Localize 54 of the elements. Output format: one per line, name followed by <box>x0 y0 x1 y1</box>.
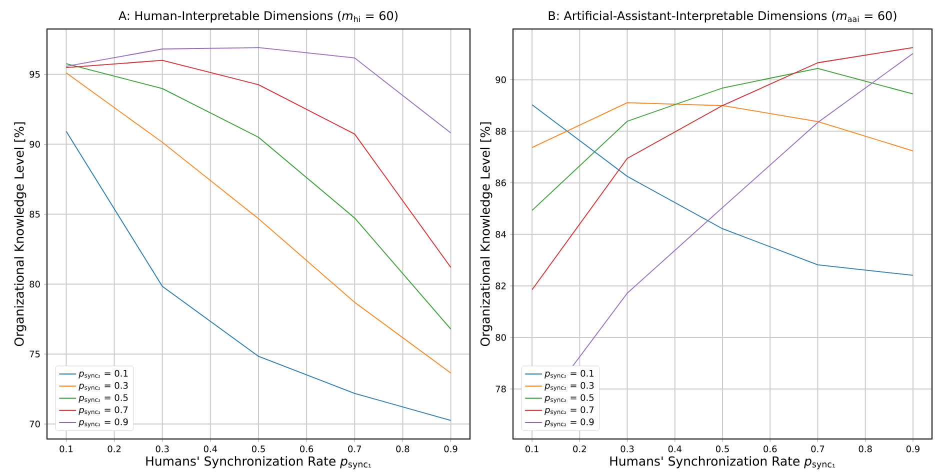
x-tick-label: 0.6 <box>300 446 314 452</box>
y-tick-label: 84 <box>496 230 506 238</box>
x-tick-label: 0.2 <box>108 446 121 452</box>
legend-label: p$_{sync₂}$ = 0.9 <box>78 418 128 428</box>
legend-label: p$_{sync₂}$ = 0.3 <box>78 382 128 391</box>
x-axis-title: Humans' Synchronization Rate p$_{sync₁}$ <box>610 456 835 470</box>
legend-label: p$_{sync₂}$ = 0.9 <box>544 418 594 428</box>
chart-title: B: Artificial-Assistant-Interpretable Dimensions (m$_{aai}$ = 60) <box>548 10 896 22</box>
legend-label: p$_{sync₂}$ = 0.5 <box>78 394 128 404</box>
x-tick-label: 0.6 <box>764 446 777 452</box>
legend-label: p$_{sync₂}$ = 0.7 <box>544 406 594 416</box>
line-series <box>532 68 914 211</box>
x-tick-label: 0.7 <box>811 446 824 452</box>
x-tick-label: 0.9 <box>906 446 920 452</box>
y-axis-title: Organizational Knowledge Level [%] <box>14 122 26 346</box>
y-tick-label: 82 <box>496 282 506 290</box>
legend-label: p$_{sync₂}$ = 0.1 <box>78 370 128 379</box>
x-tick-label: 0.8 <box>858 446 872 452</box>
line-series <box>532 47 914 290</box>
line-series <box>66 47 452 134</box>
x-tick-label: 0.4 <box>668 446 682 452</box>
y-axis-title: Organizational Knowledge Level [%] <box>480 122 492 346</box>
y-tick-label: 88 <box>496 128 506 135</box>
x-tick-label: 0.5 <box>252 446 265 452</box>
chart-title: A: Human-Interpretable Dimensions (m$_{hi}$ = 60) <box>118 10 398 22</box>
legend-label: p$_{sync₂}$ = 0.5 <box>544 394 594 404</box>
legend-label: p$_{sync₂}$ = 0.7 <box>78 406 128 416</box>
legend-label: p$_{sync₂}$ = 0.3 <box>544 382 594 391</box>
y-tick-label: 90 <box>496 76 506 84</box>
y-tick-label: 80 <box>496 334 506 341</box>
x-tick-label: 0.5 <box>716 446 729 452</box>
line-series <box>532 104 914 276</box>
x-tick-label: 0.7 <box>348 446 361 452</box>
y-tick-label: 75 <box>30 350 40 358</box>
legend-label: p$_{sync₂}$ = 0.1 <box>544 370 594 379</box>
x-tick-label: 0.3 <box>620 446 634 452</box>
y-tick-label: 85 <box>30 210 40 218</box>
y-tick-label: 86 <box>496 179 506 186</box>
line-series <box>532 102 914 152</box>
x-tick-label: 0.2 <box>573 446 586 452</box>
x-tick-label: 0.8 <box>396 446 410 452</box>
x-tick-label: 0.9 <box>444 446 458 452</box>
y-tick-label: 90 <box>30 140 40 148</box>
line-series <box>66 63 452 330</box>
x-tick-label: 0.4 <box>204 446 218 452</box>
x-axis-title: Humans' Synchronization Rate p$_{sync₁}$ <box>146 456 371 470</box>
x-tick-label: 0.1 <box>526 446 538 452</box>
y-tick-label: 95 <box>30 70 40 78</box>
y-tick-label: 80 <box>30 280 40 288</box>
x-tick-label: 0.3 <box>156 446 169 452</box>
line-series <box>66 60 452 268</box>
y-tick-label: 70 <box>30 420 40 428</box>
x-tick-label: 0.1 <box>60 446 73 452</box>
y-tick-label: 78 <box>496 386 506 392</box>
